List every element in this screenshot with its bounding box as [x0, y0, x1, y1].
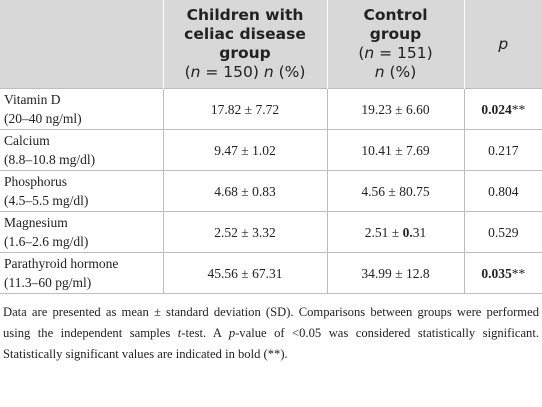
table-row: Phosphorus (4.5–5.5 mg/dl) 4.68 ± 0.83 4.56… — [0, 170, 542, 212]
cell-text: 0.217 — [488, 142, 519, 158]
cell-text: 19.23 ± 6.60 — [361, 101, 430, 117]
table-cell: 0.217 — [463, 129, 542, 171]
table-cell: Parathyroid hormone (11.3–60 pg/ml) — [0, 252, 164, 294]
table-cell: Phosphorus (4.5–5.5 mg/dl) — [0, 170, 164, 212]
footnote-text: Data are presented as mean ± standard de… — [3, 305, 539, 340]
header-text: n — [190, 63, 201, 81]
table-cell: 17.82 ± 7.72 — [162, 88, 328, 130]
header-text: n — [263, 63, 274, 81]
table-row: Vitamin D (20–40 ng/ml) 17.82 ± 7.72 19.23 … — [0, 88, 542, 130]
header-text: group — [219, 44, 271, 62]
table-cell: 0.804 — [463, 170, 542, 212]
cell-text: (20–40 ng/ml) — [4, 111, 82, 126]
header-text: Control — [363, 6, 428, 24]
table-cell: 2.51 ± 0.31 — [326, 211, 465, 253]
header-text: = 151) — [374, 44, 433, 62]
cell-text: ** — [511, 101, 526, 117]
cell-text: 31 — [412, 224, 427, 240]
table-cell: 34.99 ± 12.8 — [326, 252, 465, 294]
table-cell: 45.56 ± 67.31 — [162, 252, 328, 294]
table-cell: Magnesium (1.6–2.6 mg/dl) — [0, 211, 164, 253]
footnote-text: -test. A — [181, 326, 229, 340]
table-cell: 4.56 ± 80.75 — [326, 170, 465, 212]
cell-text: 9.47 ± 1.02 — [214, 142, 276, 158]
table-cell: Calcium (8.8–10.8 mg/dl) — [0, 129, 164, 171]
header-text: ( — [358, 44, 365, 62]
cell-text: 2.52 ± 3.32 — [214, 224, 276, 240]
header-cell — [0, 0, 163, 89]
header-text: n — [364, 44, 375, 62]
table-cell: 10.41 ± 7.69 — [326, 129, 465, 171]
cell-text: (11.3–60 pg/ml) — [4, 275, 92, 290]
header-text: n — [374, 63, 385, 81]
cell-text: 0.035 — [481, 265, 512, 281]
header-text: p — [498, 34, 509, 53]
header-cell: p — [463, 0, 542, 89]
cell-text: 0.529 — [488, 224, 519, 240]
header-text: = 150) — [200, 63, 264, 81]
header-text: (%) — [273, 63, 306, 81]
cell-text: 4.56 ± 80.75 — [361, 183, 430, 199]
table-cell: 0.035** — [463, 252, 542, 294]
table-cell: 19.23 ± 6.60 — [326, 88, 465, 130]
cell-text: 10.41 ± 7.69 — [361, 142, 430, 158]
table-row: Parathyroid hormone (11.3–60 pg/ml) 45.56 … — [0, 252, 542, 294]
footnote-text: -value of <0.05 was considered statistic… — [3, 326, 539, 361]
header-text: Children with — [186, 6, 304, 24]
header-text: ( — [184, 63, 191, 81]
table-row: Magnesium (1.6–2.6 mg/dl) 2.52 ± 3.32 2.51 … — [0, 211, 542, 253]
cell-text: 0.024 — [481, 101, 512, 117]
header-text: (%) — [384, 63, 417, 81]
table-cell: 4.68 ± 0.83 — [162, 170, 328, 212]
table-cell: 2.52 ± 3.32 — [162, 211, 328, 253]
cell-text: 17.82 ± 7.72 — [210, 101, 280, 117]
footnote-text: p — [228, 326, 236, 340]
table-cell: 0.024** — [463, 88, 542, 130]
table-cell: 9.47 ± 1.02 — [162, 129, 328, 171]
cell-text: Parathyroid hormone — [4, 256, 119, 271]
cell-text: (4.5–5.5 mg/dl) — [4, 193, 89, 208]
table-cell: 0.529 — [463, 211, 542, 253]
header-text: celiac disease — [184, 25, 306, 43]
cell-text: (1.6–2.6 mg/dl) — [4, 234, 89, 249]
cell-text: 34.99 ± 12.8 — [361, 265, 430, 281]
cell-text: Calcium — [4, 133, 50, 148]
cell-text: 0. — [402, 224, 413, 240]
footnote: Data are presented as mean ± standard de… — [0, 294, 542, 365]
cell-text: Magnesium — [4, 215, 68, 230]
cell-text: 2.51 ± — [364, 224, 403, 240]
cell-text: (8.8–10.8 mg/dl) — [4, 152, 96, 167]
header-cell: Children with celiac disease group (n = … — [162, 0, 327, 89]
table-row: Calcium (8.8–10.8 mg/dl) 9.47 ± 1.02 10.41 … — [0, 129, 542, 171]
cell-text: Vitamin D — [4, 92, 61, 107]
data-table: Children with celiac disease group (n = … — [0, 0, 542, 294]
footnote-text: t — [177, 326, 182, 340]
cell-text: ** — [511, 265, 526, 281]
cell-text: 4.68 ± 0.83 — [214, 183, 276, 199]
table-body: Vitamin D (20–40 ng/ml) 17.82 ± 7.72 19.23 … — [0, 88, 542, 294]
cell-text: 45.56 ± 67.31 — [207, 265, 283, 281]
header-cell: Control group (n = 151) n (%) — [326, 0, 464, 89]
table-cell: Vitamin D (20–40 ng/ml) — [0, 88, 164, 130]
cell-text: 0.804 — [488, 183, 519, 199]
header-row: Children with celiac disease group (n = … — [0, 0, 542, 89]
header-text: group — [369, 25, 422, 43]
cell-text: Phosphorus — [4, 174, 68, 189]
